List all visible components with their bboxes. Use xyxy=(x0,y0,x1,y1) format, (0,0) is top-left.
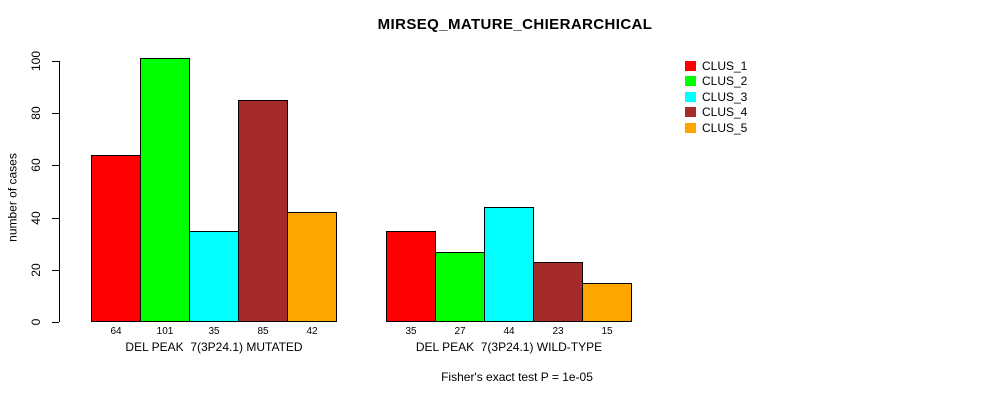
y-axis-tick-label: 20 xyxy=(29,263,43,277)
x-category-label: DEL PEAK 7(3P24.1) WILD-TYPE xyxy=(415,340,603,354)
legend-swatch-icon xyxy=(685,91,696,102)
bar-clus_1-group1 xyxy=(91,154,141,322)
legend-label: CLUS_5 xyxy=(702,120,748,135)
bar-value-label: 64 xyxy=(110,326,122,337)
bar-clus_4-group2 xyxy=(533,261,583,322)
bar-clus_2-group2 xyxy=(435,251,485,322)
legend-swatch-icon xyxy=(685,60,696,71)
legend-item-clus_4: CLUS_4 xyxy=(685,105,747,121)
y-axis-tick-label: 0 xyxy=(29,318,43,326)
bar-clus_1-group2 xyxy=(386,230,436,322)
x-category-label: DEL PEAK 7(3P24.1) MUTATED xyxy=(125,340,303,354)
bar-value-label: 35 xyxy=(208,326,220,337)
legend: CLUS_1 CLUS_2 CLUS_3 CLUS_4 CLUS_5 xyxy=(685,58,747,136)
legend-label: CLUS_2 xyxy=(702,74,748,89)
bar-clus_3-group2 xyxy=(484,207,534,322)
y-axis-tick-label: 60 xyxy=(29,158,43,173)
y-axis-tick xyxy=(52,61,59,62)
legend-item-clus_3: CLUS_3 xyxy=(685,89,747,105)
y-axis-tick xyxy=(52,322,59,323)
chart-title: MIRSEQ_MATURE_CHIERARCHICAL xyxy=(377,16,653,33)
bar-clus_5-group1 xyxy=(287,212,337,322)
bar-value-label: 15 xyxy=(601,326,613,337)
y-axis-tick-label: 80 xyxy=(29,106,43,120)
y-axis-label: number of cases xyxy=(5,153,20,242)
bar-clus_2-group1 xyxy=(140,58,190,322)
legend-swatch-icon xyxy=(685,107,696,118)
y-axis-tick xyxy=(52,113,59,115)
y-axis-tick-label: 40 xyxy=(29,210,43,225)
bar-value-label: 35 xyxy=(405,326,417,337)
bar-value-label: 101 xyxy=(156,326,174,337)
legend-item-clus_5: CLUS_5 xyxy=(685,120,747,136)
y-axis-tick-label: 100 xyxy=(29,50,43,72)
bar-clus_5-group2 xyxy=(582,282,632,322)
legend-label: CLUS_4 xyxy=(702,105,748,120)
legend-label: CLUS_3 xyxy=(702,89,748,104)
legend-item-clus_2: CLUS_2 xyxy=(685,74,747,90)
legend-label: CLUS_1 xyxy=(702,58,748,73)
bar-value-label: 85 xyxy=(257,326,269,337)
fisher-test-annotation: Fisher's exact test P = 1e-05 xyxy=(441,370,593,384)
legend-swatch-icon xyxy=(685,122,696,133)
legend-swatch-icon xyxy=(685,76,696,87)
y-axis-tick xyxy=(52,217,59,219)
bar-value-label: 27 xyxy=(454,326,466,337)
y-axis-tick xyxy=(52,269,59,271)
y-axis-tick xyxy=(52,165,59,167)
bar-clus_4-group1 xyxy=(238,100,288,322)
bar-clus_3-group1 xyxy=(189,230,239,322)
legend-item-clus_1: CLUS_1 xyxy=(685,58,747,74)
y-axis-line xyxy=(59,61,60,322)
bar-value-label: 42 xyxy=(306,326,318,337)
bar-value-label: 23 xyxy=(552,326,564,337)
bar-value-label: 44 xyxy=(503,326,515,337)
